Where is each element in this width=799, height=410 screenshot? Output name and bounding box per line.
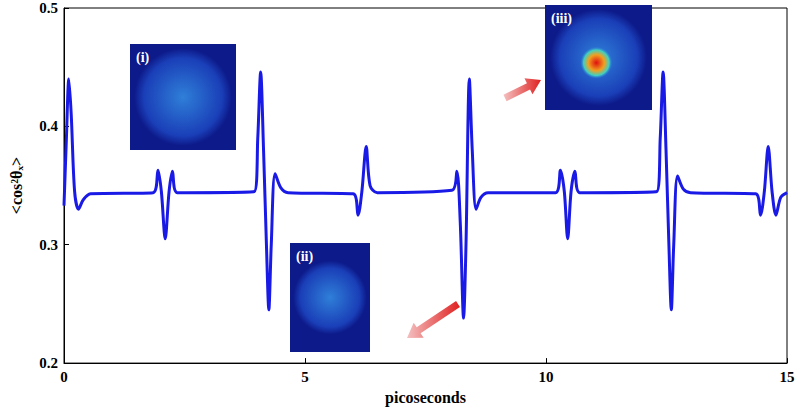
svg-text:0.4: 0.4	[39, 118, 58, 134]
svg-text:5: 5	[301, 369, 309, 385]
svg-text:(iii): (iii)	[551, 11, 572, 27]
svg-text:0.3: 0.3	[39, 237, 58, 253]
svg-text:<cos²θₓ>: <cos²θₓ>	[8, 157, 25, 214]
svg-text:(ii): (ii)	[296, 249, 313, 265]
svg-text:0.5: 0.5	[39, 0, 58, 16]
svg-text:0.2: 0.2	[39, 355, 58, 371]
svg-text:0: 0	[60, 369, 68, 385]
svg-text:10: 10	[539, 369, 554, 385]
svg-text:picoseconds: picoseconds	[385, 389, 466, 407]
svg-text:(i): (i)	[136, 50, 150, 66]
svg-text:15: 15	[780, 369, 795, 385]
